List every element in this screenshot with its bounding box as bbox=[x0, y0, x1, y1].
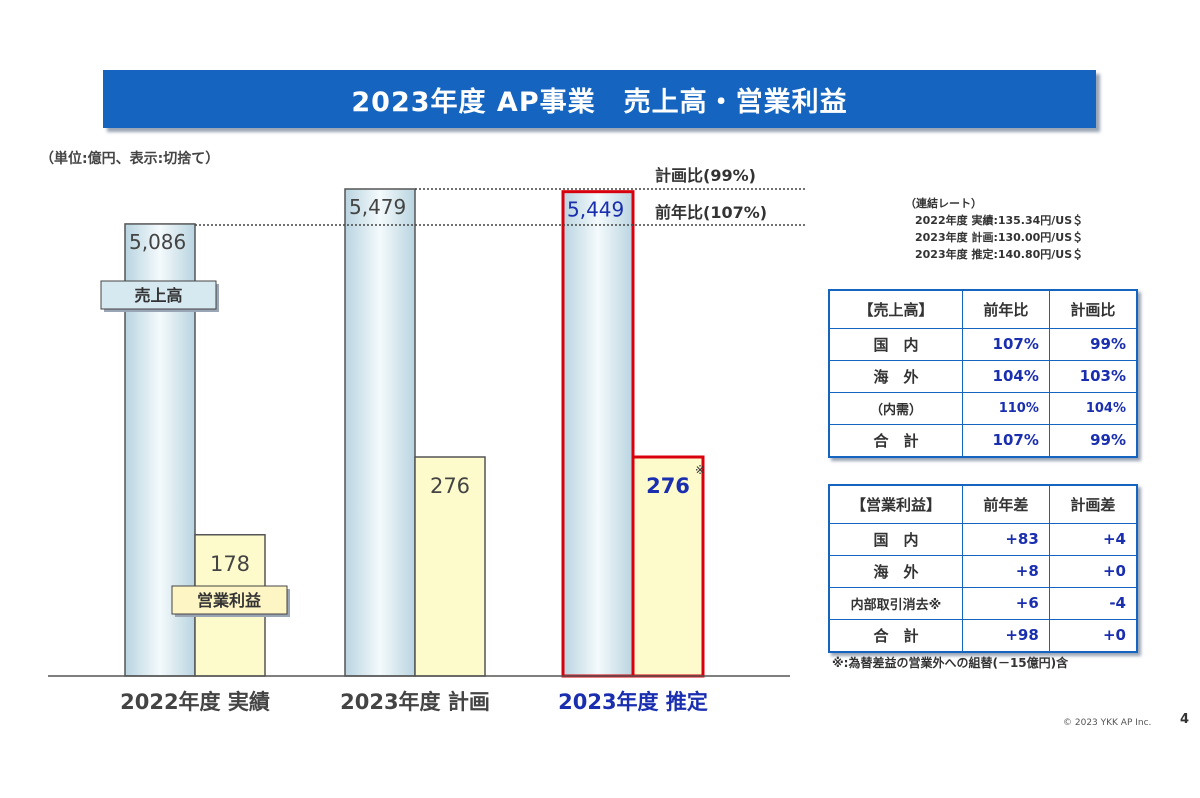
table-row: 国 内 +83 +4 bbox=[828, 522, 1138, 556]
cell-value: +0 bbox=[1048, 618, 1138, 652]
table-row: 海 外 +8 +0 bbox=[828, 554, 1138, 588]
sales-legend-tag-text: 売上高 bbox=[134, 286, 182, 305]
profit-legend-tag-text: 営業利益 bbox=[197, 591, 261, 610]
profit-col-yoy: 前年差 bbox=[962, 484, 1050, 524]
cell-value: +4 bbox=[1048, 522, 1138, 556]
profit-bar bbox=[414, 456, 486, 677]
sales-value-label: 5,086 bbox=[129, 230, 186, 254]
rate-line: 2023年度 計画:130.00円/US＄ bbox=[915, 231, 1084, 244]
table-row: 合 計 +98 +0 bbox=[828, 618, 1138, 652]
sales-profit-chart: 5,086 178 2022年度 実績 5,479 276 2023年度 計画 5,449 2… bbox=[48, 166, 805, 714]
rates-header: （連結レート） bbox=[905, 197, 982, 210]
table-row: （内需） 110% 104% bbox=[828, 391, 1138, 425]
cell-value: +6 bbox=[962, 586, 1050, 620]
slide-title: 2023年度 AP事業 売上高・営業利益 bbox=[103, 70, 1096, 128]
exchange-rates: （連結レート） 2022年度 実績:135.34円/US＄ 2023年度 計画:… bbox=[905, 195, 1083, 263]
cell-value: 110% bbox=[962, 391, 1050, 425]
sales-table-title: 【売上高】 bbox=[828, 289, 963, 329]
profit-legend-tag bbox=[171, 585, 288, 615]
unit-note: （単位:億円、表示:切捨て） bbox=[40, 151, 220, 167]
cell-value: 104% bbox=[962, 359, 1050, 393]
footnote: ※:為替差益の営業外への組替(－15億円)含 bbox=[832, 656, 1069, 670]
profit-col-plan: 計画差 bbox=[1048, 484, 1138, 524]
row-label: 国 内 bbox=[828, 327, 963, 361]
row-label: 国 内 bbox=[828, 522, 963, 556]
table-row: 合 計 107% 99% bbox=[828, 423, 1138, 457]
cell-value: 107% bbox=[962, 423, 1050, 457]
sales-legend-tag bbox=[100, 280, 217, 310]
cell-value: 107% bbox=[962, 327, 1050, 361]
sales-table: 【売上高】 前年比 計画比 国 内 107% 99% 海 外 104% 103%… bbox=[828, 289, 1138, 458]
sales-col-yoy: 前年比 bbox=[962, 289, 1050, 329]
category-label: 2022年度 実績 bbox=[120, 690, 270, 714]
category-label: 2023年度 推定 bbox=[558, 690, 708, 714]
cell-value: +8 bbox=[962, 554, 1050, 588]
row-label: 合 計 bbox=[828, 423, 963, 457]
rate-line: 2023年度 推定:140.80円/US＄ bbox=[915, 248, 1084, 261]
cell-value: +0 bbox=[1048, 554, 1138, 588]
cell-value: +98 bbox=[962, 618, 1050, 652]
cell-value: 99% bbox=[1048, 327, 1138, 361]
table-row: 内部取引消去※ +6 -4 bbox=[828, 586, 1138, 620]
cell-value: 103% bbox=[1048, 359, 1138, 393]
sales-bar bbox=[344, 188, 416, 677]
table-row: 海 外 104% 103% bbox=[828, 359, 1138, 393]
row-label: 内部取引消去※ bbox=[828, 586, 963, 620]
sales-value-label: 5,479 bbox=[349, 195, 406, 219]
cell-value: -4 bbox=[1048, 586, 1138, 620]
row-label: （内需） bbox=[828, 391, 963, 425]
sales-bar bbox=[561, 190, 635, 678]
category-label: 2023年度 計画 bbox=[340, 690, 490, 714]
row-label: 合 計 bbox=[828, 618, 963, 652]
sales-col-plan: 計画比 bbox=[1048, 289, 1138, 329]
row-label: 海 外 bbox=[828, 359, 963, 393]
copyright: © 2023 YKK AP Inc. bbox=[1063, 718, 1152, 728]
cell-value: +83 bbox=[962, 522, 1050, 556]
profit-value-label: 276 bbox=[646, 474, 690, 498]
table-row: 国 内 107% 99% bbox=[828, 327, 1138, 361]
yoy-ratio-label: 前年比(107%) bbox=[655, 203, 767, 222]
profit-table: 【営業利益】 前年差 計画差 国 内 +83 +4 海 外 +8 +0 内部取引… bbox=[828, 484, 1138, 653]
rate-line: 2022年度 実績:135.34円/US＄ bbox=[915, 214, 1084, 227]
page-number: 4 bbox=[1180, 712, 1190, 727]
plan-ratio-label: 計画比(99%) bbox=[655, 166, 756, 185]
cell-value: 104% bbox=[1048, 391, 1138, 425]
sales-value-label: 5,449 bbox=[567, 198, 624, 222]
row-label: 海 外 bbox=[828, 554, 963, 588]
profit-table-title: 【営業利益】 bbox=[828, 484, 963, 524]
profit-value-label: 178 bbox=[210, 552, 250, 576]
cell-value: 99% bbox=[1048, 423, 1138, 457]
asterisk-mark: ※ bbox=[695, 463, 705, 477]
profit-value-label: 276 bbox=[430, 474, 470, 498]
